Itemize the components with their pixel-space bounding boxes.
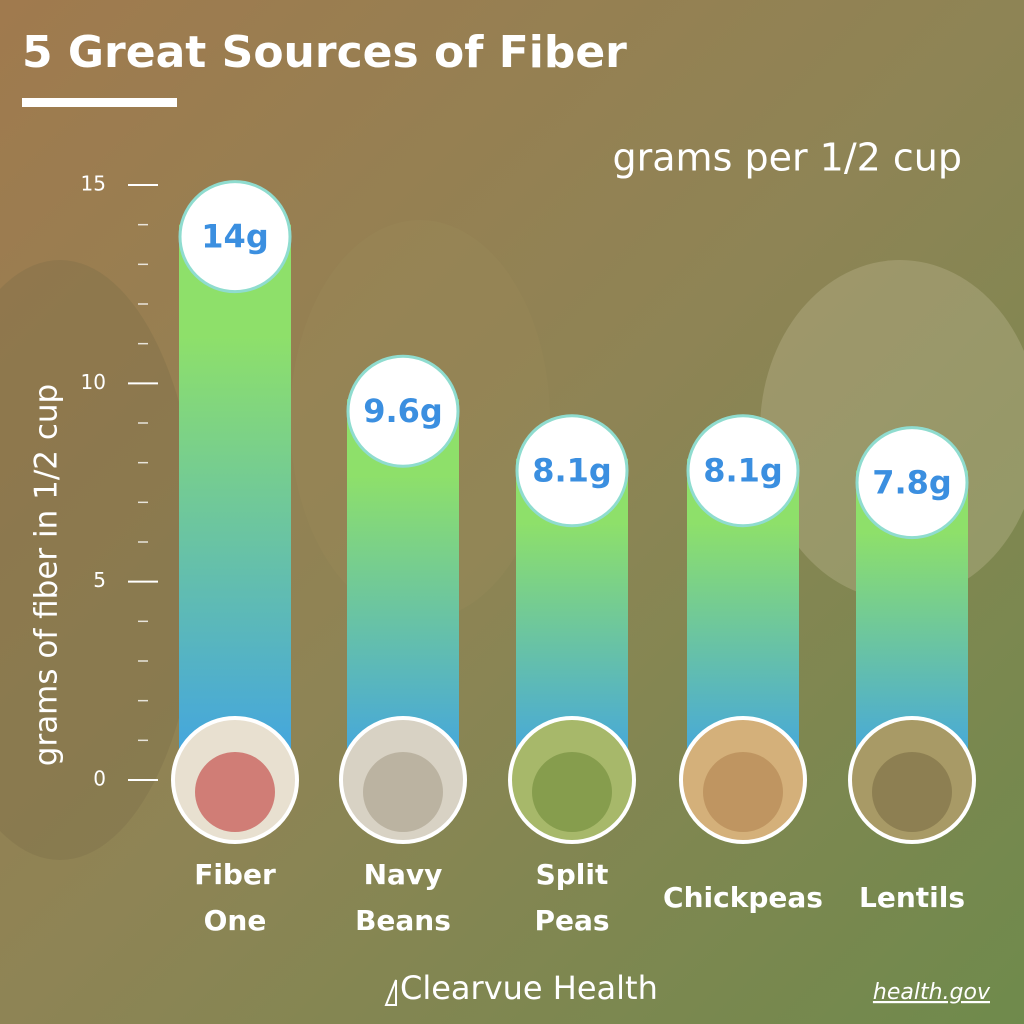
- value-label: 9.6g: [363, 392, 443, 430]
- y-tick-label: 5: [93, 568, 106, 592]
- chart-title: 5 Great Sources of Fiber: [22, 27, 627, 78]
- x-tick-label: Fiber One: [194, 858, 276, 937]
- food-photo-detail: [532, 752, 612, 832]
- x-tick-label: Lentils: [858, 881, 965, 914]
- bg-spoon: [0, 260, 200, 860]
- bar: [179, 224, 291, 780]
- x-tick-label: Chickpeas: [663, 881, 823, 914]
- value-label: 8.1g: [703, 452, 783, 490]
- x-tick-label: Split Peas: [534, 858, 610, 937]
- y-tick-label: 10: [81, 370, 106, 394]
- food-photo-detail: [703, 752, 783, 832]
- brand-logo: [384, 979, 397, 1006]
- y-tick-label: 0: [93, 767, 106, 791]
- food-photo-detail: [195, 752, 275, 832]
- value-badge: [686, 414, 800, 528]
- source: health.gov: [873, 980, 991, 1005]
- value-badge: [178, 180, 292, 294]
- brand: Clearvue Health: [400, 969, 658, 1007]
- subtitle: grams per 1/2 cup: [613, 136, 962, 180]
- value-badge: [855, 426, 969, 540]
- y-axis-label: grams of fiber in 1/2 cup: [29, 384, 65, 766]
- value-badge: [346, 354, 460, 468]
- food-photo-detail: [363, 752, 443, 832]
- food-photo-detail: [872, 752, 952, 832]
- value-label: 7.8g: [872, 464, 952, 502]
- title-underline: [22, 98, 177, 107]
- x-tick-label: Navy Beans: [355, 858, 451, 937]
- value-label: 8.1g: [532, 452, 612, 490]
- value-badge: [515, 414, 629, 528]
- value-label: 14g: [201, 218, 268, 256]
- y-tick-label: 15: [81, 172, 106, 196]
